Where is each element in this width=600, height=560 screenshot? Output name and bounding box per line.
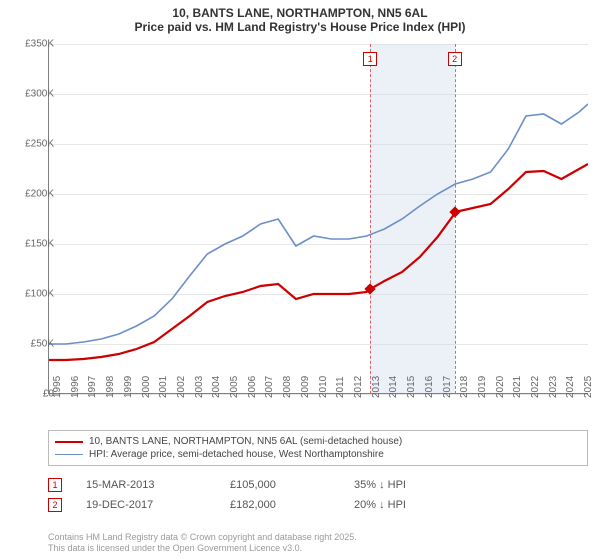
x-tick-label: 2015 — [406, 376, 417, 398]
attribution-footer: Contains HM Land Registry data © Crown c… — [48, 532, 588, 555]
x-tick-label: 2016 — [424, 376, 435, 398]
x-tick-label: 2009 — [300, 376, 311, 398]
x-tick-label: 1997 — [87, 376, 98, 398]
legend: 10, BANTS LANE, NORTHAMPTON, NN5 6AL (se… — [48, 430, 588, 466]
sale-record-marker: 1 — [48, 478, 62, 492]
sale-vs-hpi: 20% ↓ HPI — [354, 499, 406, 511]
x-tick-label: 2007 — [264, 376, 275, 398]
line-series-svg — [48, 44, 588, 394]
chart-plot-area: 12 — [48, 44, 588, 394]
x-tick-label: 2001 — [158, 376, 169, 398]
y-tick-label: £250K — [25, 139, 54, 150]
x-tick-label: 2024 — [565, 376, 576, 398]
y-tick-label: £100K — [25, 289, 54, 300]
sale-price: £182,000 — [230, 499, 330, 511]
x-tick-label: 1996 — [70, 376, 81, 398]
x-tick-label: 2005 — [229, 376, 240, 398]
y-tick-label: £150K — [25, 239, 54, 250]
y-tick-label: £200K — [25, 189, 54, 200]
x-tick-label: 2010 — [318, 376, 329, 398]
sale-vs-hpi: 35% ↓ HPI — [354, 479, 406, 491]
x-tick-label: 2025 — [583, 376, 594, 398]
legend-label: HPI: Average price, semi-detached house,… — [89, 449, 384, 460]
legend-item: 10, BANTS LANE, NORTHAMPTON, NN5 6AL (se… — [55, 435, 581, 448]
y-tick-label: £50K — [31, 339, 54, 350]
x-tick-label: 2017 — [442, 376, 453, 398]
x-tick-label: 2019 — [477, 376, 488, 398]
sale-record-marker: 2 — [48, 498, 62, 512]
legend-item: HPI: Average price, semi-detached house,… — [55, 448, 581, 461]
x-tick-label: 2011 — [335, 376, 346, 398]
x-tick-label: 1999 — [123, 376, 134, 398]
x-tick-label: 2002 — [176, 376, 187, 398]
series-hpi — [48, 104, 588, 344]
title-block: 10, BANTS LANE, NORTHAMPTON, NN5 6AL Pri… — [0, 0, 600, 36]
x-tick-label: 2006 — [247, 376, 258, 398]
sale-date: 15-MAR-2013 — [86, 479, 206, 491]
legend-swatch — [55, 454, 83, 455]
sale-marker-label-1: 1 — [363, 52, 377, 66]
x-tick-label: 2012 — [353, 376, 364, 398]
legend-swatch — [55, 441, 83, 443]
x-tick-label: 2008 — [282, 376, 293, 398]
chart-subtitle: Price paid vs. HM Land Registry's House … — [0, 20, 600, 34]
x-tick-label: 2013 — [371, 376, 382, 398]
x-tick-label: 2014 — [388, 376, 399, 398]
series-property — [48, 164, 588, 360]
sale-record-row: 1 15-MAR-2013 £105,000 35% ↓ HPI — [48, 478, 588, 492]
chart-container: 10, BANTS LANE, NORTHAMPTON, NN5 6AL Pri… — [0, 0, 600, 560]
legend-label: 10, BANTS LANE, NORTHAMPTON, NN5 6AL (se… — [89, 436, 402, 447]
y-tick-label: £350K — [25, 39, 54, 50]
x-tick-label: 2003 — [194, 376, 205, 398]
x-tick-label: 2022 — [530, 376, 541, 398]
footer-line: This data is licensed under the Open Gov… — [48, 543, 588, 554]
x-tick-label: 2021 — [512, 376, 523, 398]
x-tick-label: 2000 — [141, 376, 152, 398]
x-tick-label: 1995 — [52, 376, 63, 398]
x-tick-label: 2018 — [459, 376, 470, 398]
sale-date: 19-DEC-2017 — [86, 499, 206, 511]
sale-price: £105,000 — [230, 479, 330, 491]
sale-marker-label-2: 2 — [448, 52, 462, 66]
x-tick-label: 2023 — [548, 376, 559, 398]
sale-record-row: 2 19-DEC-2017 £182,000 20% ↓ HPI — [48, 498, 588, 512]
x-tick-label: 1998 — [105, 376, 116, 398]
chart-title: 10, BANTS LANE, NORTHAMPTON, NN5 6AL — [0, 6, 600, 20]
y-tick-label: £300K — [25, 89, 54, 100]
footer-line: Contains HM Land Registry data © Crown c… — [48, 532, 588, 543]
x-tick-label: 2020 — [495, 376, 506, 398]
x-tick-label: 2004 — [211, 376, 222, 398]
